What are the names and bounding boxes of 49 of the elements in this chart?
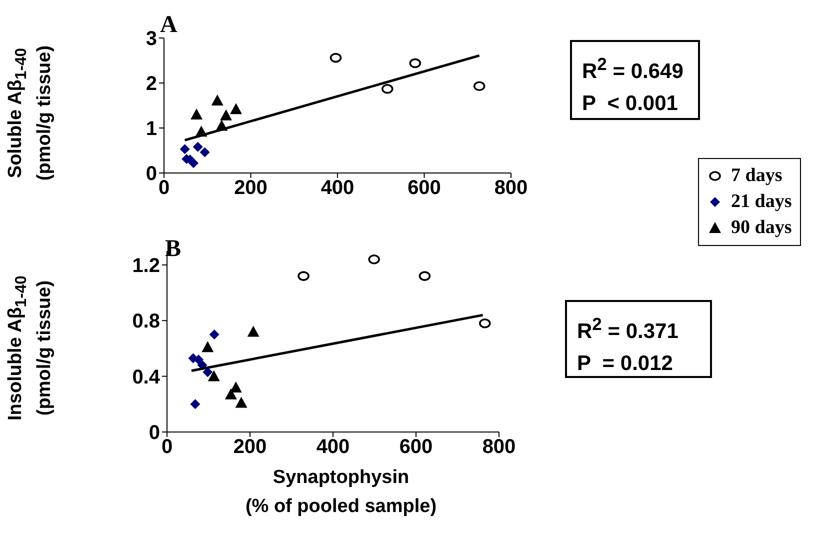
point (220, 109, 232, 120)
legend-label: 21 days (731, 191, 792, 213)
point (209, 330, 220, 340)
point (298, 271, 310, 281)
point (211, 94, 224, 106)
y-tick-label: 0 (146, 163, 157, 186)
y-tick-label: 1.2 (132, 255, 160, 278)
point (190, 399, 200, 410)
point (409, 58, 422, 68)
y-tick-label: 1 (146, 118, 157, 140)
point (235, 396, 248, 408)
point (418, 271, 431, 281)
chart-title: B (165, 236, 182, 263)
point (224, 388, 237, 400)
point (330, 52, 342, 63)
x-axis-title: Synaptophysin (% of pooled sample) (244, 466, 438, 519)
point (202, 367, 213, 378)
x-tick-label: 200 (234, 177, 268, 200)
x-tick-label: 600 (408, 177, 441, 200)
point (473, 81, 486, 92)
x-tick-label: 800 (482, 436, 516, 458)
point (180, 144, 190, 154)
point (368, 254, 380, 264)
x-tick-label: 400 (320, 177, 354, 200)
legend-label: 7 days (731, 165, 782, 187)
y-tick-label: 0.8 (132, 310, 160, 333)
y-tick-label: 0.4 (132, 366, 161, 388)
point (381, 84, 394, 94)
x-tick-label: 800 (494, 177, 528, 200)
point (192, 142, 203, 152)
point (208, 370, 220, 382)
point (230, 103, 242, 114)
point (190, 108, 203, 120)
stats-box: R$^{2}$ = 0.371 P = 0.012 (565, 300, 712, 378)
x-tick-label: 400 (316, 436, 350, 458)
x-tick-label: 600 (399, 436, 433, 458)
legend-label: 90 days (731, 217, 792, 239)
point (194, 354, 204, 365)
y-tick-label: 3 (146, 28, 157, 50)
stats-box: R$^{2}$ = 0.649 P < 0.001 (570, 40, 700, 120)
y-tick-label: 0 (148, 422, 160, 444)
point (478, 318, 491, 328)
point (202, 341, 214, 352)
y-tick-label: 2 (146, 73, 157, 96)
chart-title: A (160, 12, 178, 39)
point (200, 147, 210, 158)
point (247, 326, 260, 337)
x-tick-label: 200 (233, 436, 267, 458)
point (188, 158, 198, 168)
